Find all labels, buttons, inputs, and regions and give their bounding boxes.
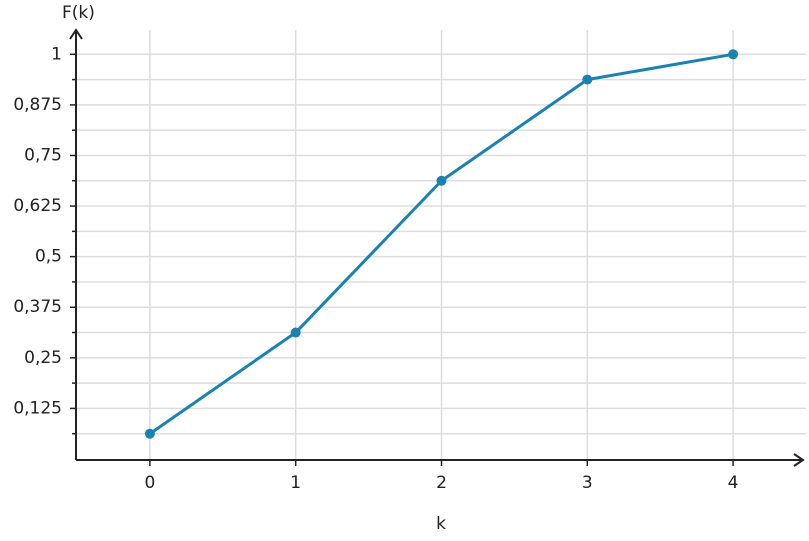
y-tick-label: 0,75: [24, 145, 62, 165]
y-tick-label: 0,625: [13, 196, 62, 216]
point: [728, 49, 739, 60]
y-axis-label: F(k): [62, 3, 95, 23]
x-tick-label: 3: [582, 473, 593, 493]
y-axis-arrow: [69, 28, 83, 40]
point: [290, 327, 301, 338]
y-tick-label: 0,5: [35, 247, 62, 267]
x-tick-label: 0: [144, 473, 155, 493]
y-tick-label: 1: [51, 44, 62, 64]
y-tick-label: 0,25: [24, 348, 62, 368]
grid: [77, 30, 806, 459]
point: [582, 74, 593, 85]
x-axis-arrow: [793, 453, 805, 467]
y-tick-label: 0,125: [13, 398, 62, 418]
x-tick-label: 1: [290, 473, 301, 493]
x-tick-label: 2: [436, 473, 447, 493]
point: [144, 428, 155, 439]
y-tick-label: 0,375: [13, 297, 62, 317]
axes: [69, 28, 805, 467]
x-axis-label: k: [436, 514, 446, 534]
x-tick-label: 4: [728, 473, 739, 493]
y-tick-label: 0,875: [13, 95, 62, 115]
point: [436, 175, 447, 186]
